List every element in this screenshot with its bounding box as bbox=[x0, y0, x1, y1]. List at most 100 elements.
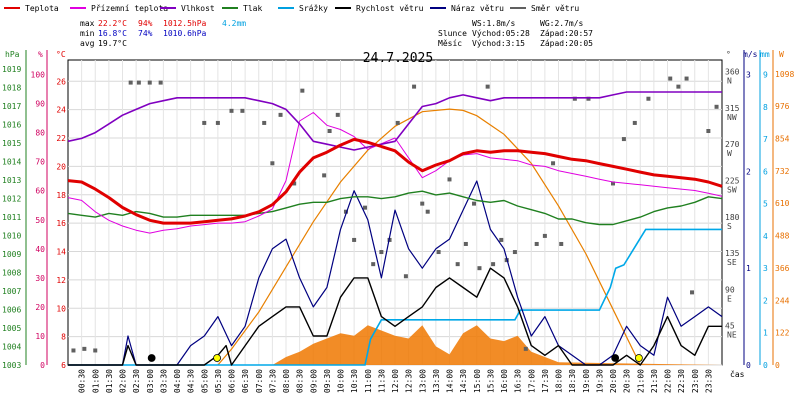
x-tick-label: 06:30 bbox=[241, 369, 250, 393]
wind-direction-point bbox=[371, 262, 376, 267]
wind-direction-point bbox=[147, 80, 152, 85]
hpa-tick-label: 1009 bbox=[2, 250, 21, 259]
ms-tick-label: 3 bbox=[746, 71, 751, 80]
sun-label: Slunce bbox=[438, 29, 467, 38]
dir-tick-label: NW bbox=[727, 113, 737, 122]
dir-tick-label: E bbox=[727, 294, 732, 303]
ms-tick-label: 0 bbox=[746, 361, 751, 370]
radiation-area bbox=[68, 325, 722, 365]
sunset-marker bbox=[634, 354, 643, 362]
x-tick-label: 03:30 bbox=[159, 369, 168, 393]
dir-tick-label: SE bbox=[727, 258, 737, 267]
legend-label: Náraz větru bbox=[451, 4, 504, 13]
wind-direction-point bbox=[447, 177, 452, 182]
wind-direction-point bbox=[632, 120, 637, 125]
wind-direction-point bbox=[292, 181, 297, 186]
wind-direction-point bbox=[534, 241, 539, 246]
temp-axis-label: °C bbox=[56, 50, 66, 59]
w-tick-label: 122 bbox=[775, 329, 790, 338]
temp-tick-label: 20 bbox=[56, 162, 66, 171]
hpa-tick-label: 1003 bbox=[2, 361, 21, 370]
mm-tick-label: 7 bbox=[763, 135, 768, 144]
hpa-tick-label: 1006 bbox=[2, 306, 21, 315]
x-tick-label: 11:00 bbox=[364, 369, 373, 393]
x-tick-label: 01:00 bbox=[91, 369, 100, 393]
hpa-axis-label: hPa bbox=[5, 50, 20, 59]
legend-label: Tlak bbox=[243, 4, 262, 13]
wind-direction-point bbox=[425, 209, 430, 214]
wind-direction-point bbox=[551, 161, 556, 166]
w-axis-label: W bbox=[779, 50, 784, 59]
moon-set: Západ:20:05 bbox=[540, 39, 593, 48]
x-tick-label: 07:00 bbox=[255, 369, 264, 393]
wind-direction-point bbox=[559, 241, 564, 246]
wind-direction-point bbox=[215, 120, 220, 125]
wind-direction-point bbox=[202, 120, 207, 125]
moonrise-marker bbox=[147, 354, 156, 362]
hpa-tick-label: 1007 bbox=[2, 287, 21, 296]
dir-tick-label: W bbox=[727, 149, 732, 158]
w-tick-label: 732 bbox=[775, 167, 790, 176]
stat-max-rain: 4.2mm bbox=[222, 19, 246, 28]
hpa-tick-label: 1012 bbox=[2, 195, 21, 204]
legend-label: Srážky bbox=[299, 4, 328, 13]
pct-tick-label: 20 bbox=[35, 303, 45, 312]
x-tick-label: 22:00 bbox=[664, 369, 673, 393]
x-tick-label: 01:30 bbox=[105, 369, 114, 393]
hpa-tick-label: 1014 bbox=[2, 158, 21, 167]
mm-tick-label: 3 bbox=[763, 264, 768, 273]
x-tick-label: 09:00 bbox=[309, 369, 318, 393]
x-tick-label: 23:00 bbox=[691, 369, 700, 393]
wind-direction-point bbox=[158, 80, 163, 85]
legend-label: Směr větru bbox=[531, 4, 579, 13]
wind-direction-point bbox=[436, 250, 441, 255]
x-tick-label: 19:30 bbox=[595, 369, 604, 393]
legend-label: Přízemní teplota bbox=[91, 4, 168, 13]
wind-direction-point bbox=[455, 262, 460, 267]
hpa-tick-label: 1018 bbox=[2, 84, 21, 93]
wind-direction-point bbox=[322, 173, 327, 178]
x-tick-label: 02:30 bbox=[132, 369, 141, 393]
stat-max-hum: 94% bbox=[138, 19, 153, 28]
pct-tick-label: 10 bbox=[35, 332, 45, 341]
wind-direction-point bbox=[491, 262, 496, 267]
pct-tick-label: 50 bbox=[35, 216, 45, 225]
x-tick-label: 21:30 bbox=[650, 369, 659, 393]
ms-axis-label: m/s bbox=[743, 50, 758, 59]
wind-direction-point bbox=[714, 104, 719, 109]
mm-tick-label: 4 bbox=[763, 232, 768, 241]
stat-avg-temp: 19.7°C bbox=[98, 39, 127, 48]
stat-max-label: max bbox=[80, 19, 95, 28]
rain-line bbox=[68, 228, 722, 366]
stat-min-temp: 16.8°C bbox=[98, 29, 127, 38]
temp-tick-label: 14 bbox=[56, 248, 66, 257]
x-tick-label: 19:00 bbox=[582, 369, 591, 393]
x-tick-label: 18:00 bbox=[555, 369, 564, 393]
x-tick-label: 03:00 bbox=[146, 369, 155, 393]
wind-direction-point bbox=[676, 84, 681, 89]
temp-tick-label: 24 bbox=[56, 106, 66, 115]
w-tick-label: 488 bbox=[775, 232, 790, 241]
hpa-tick-label: 1008 bbox=[2, 269, 21, 278]
x-tick-label: 14:00 bbox=[446, 369, 455, 393]
wind-direction-point bbox=[706, 129, 711, 134]
stat-max-press: 1012.5hPa bbox=[163, 19, 207, 28]
x-tick-label: 04:00 bbox=[173, 369, 182, 393]
wind-direction-point bbox=[352, 237, 357, 242]
dir-tick-label: SW bbox=[727, 185, 737, 194]
x-tick-label: 12:30 bbox=[405, 369, 414, 393]
wind-direction-point bbox=[684, 76, 689, 81]
x-tick-label: 14:30 bbox=[459, 369, 468, 393]
wind-direction-point bbox=[379, 250, 384, 255]
wind-direction-point bbox=[82, 346, 87, 351]
x-tick-label: 12:00 bbox=[391, 369, 400, 393]
pct-tick-label: 40 bbox=[35, 245, 45, 254]
w-tick-label: 976 bbox=[775, 102, 790, 111]
x-tick-label: 20:00 bbox=[609, 369, 618, 393]
x-tick-label: 05:00 bbox=[200, 369, 209, 393]
x-tick-label: 08:00 bbox=[282, 369, 291, 393]
temp-tick-label: 8 bbox=[61, 333, 66, 342]
wind-direction-point bbox=[668, 76, 673, 81]
x-tick-label: 05:30 bbox=[214, 369, 223, 393]
